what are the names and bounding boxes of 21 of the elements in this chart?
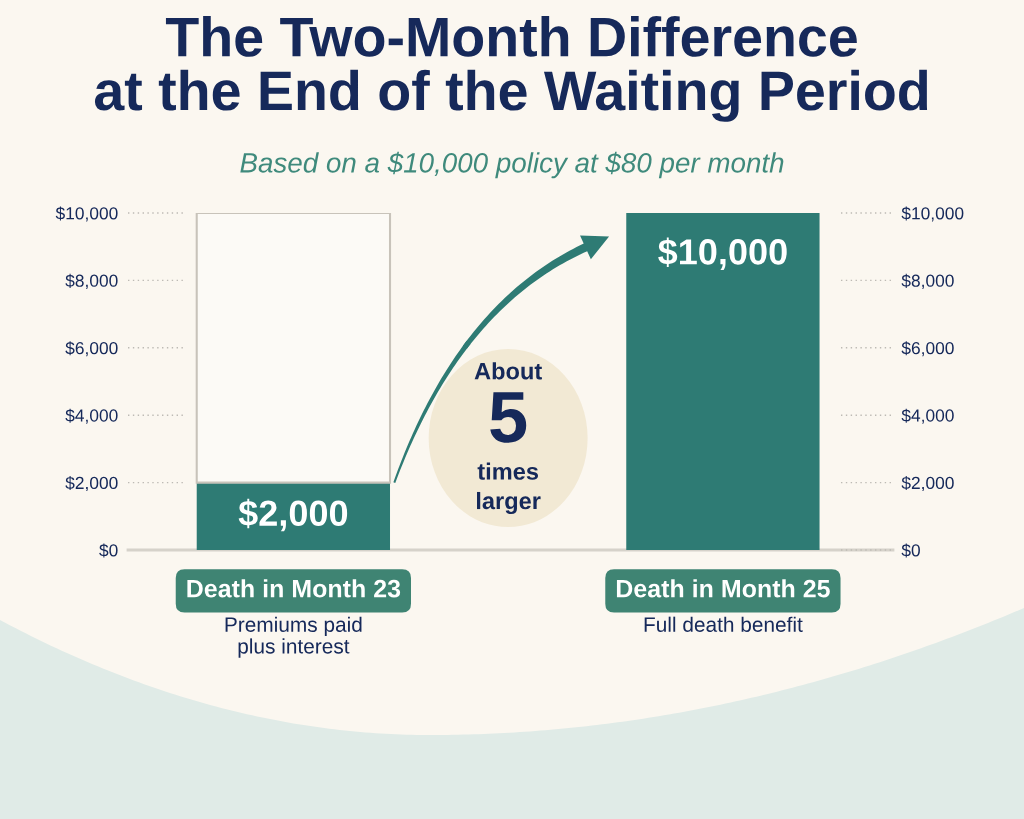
text: Premiums paid plus interest	[225, 616, 362, 658]
y-tick-label: $2,000	[901, 476, 954, 492]
x-tick-label: Death in Month 23	[187, 579, 401, 598]
chart-subtitle: Based on a $10,000 policy at $80 per month	[240, 151, 784, 179]
y-tick-label: $6,000	[901, 341, 954, 357]
x-tick-label: Death in Month 25	[616, 579, 830, 598]
y2-tick-label: $10,000	[55, 206, 118, 222]
y-tick-label: $0	[901, 543, 920, 558]
text: Full death benefit	[644, 616, 803, 632]
annotation: About 5 times larger	[474, 362, 542, 515]
y2-tick-label: $0	[99, 543, 118, 558]
y2-tick-label: $6,000	[65, 341, 118, 357]
data-label: $2,000	[238, 498, 348, 532]
y-tick-label: $4,000	[901, 408, 954, 424]
chart-title: The Two-Month Difference at the End of the Waiting Period	[94, 16, 928, 122]
data-label: $10,000	[658, 237, 787, 270]
y-tick-label: $8,000	[901, 273, 954, 289]
y2-tick-label: $8,000	[65, 273, 118, 289]
y2-tick-label: $4,000	[65, 408, 118, 424]
y2-tick-label: $2,000	[65, 476, 118, 492]
y-tick-label: $10,000	[901, 206, 964, 222]
